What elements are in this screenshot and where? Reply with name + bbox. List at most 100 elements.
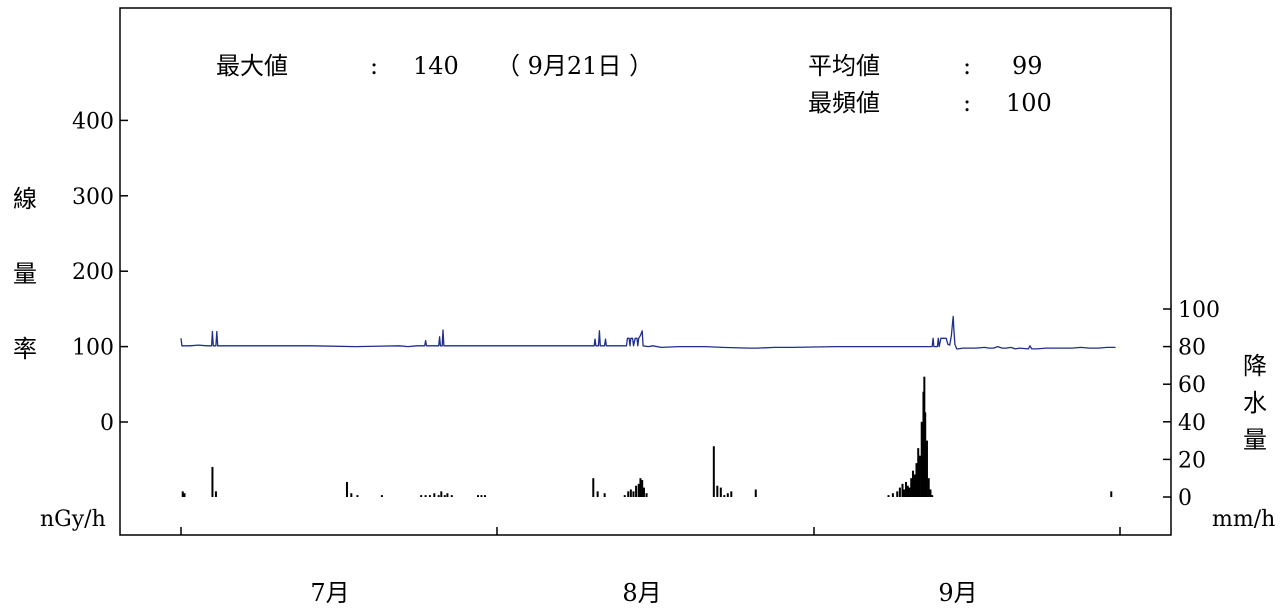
rainfall-bar [345,481,348,497]
right-tick-label: 60 [1178,373,1206,398]
rainfall-bar [920,421,923,497]
rainfall-bar [712,446,715,497]
rainfall-bar [917,448,920,497]
month-label: 7月 [310,579,349,607]
rainfall-bar [906,485,909,497]
rainfall-bar [723,495,726,497]
right-tick-label: 20 [1178,448,1206,473]
plot-frame [119,7,1172,536]
mode-colon: : [963,89,971,117]
right-axis-label-char: 水 [1243,389,1267,417]
rainfall-bar [476,495,479,497]
right-tick-label: 40 [1178,411,1206,436]
rainfall-bar [596,491,599,497]
right-tick-label: 0 [1178,486,1192,511]
rainfall-bar [420,495,423,497]
month-label: 8月 [622,579,661,607]
rainfall-bar [898,487,901,497]
left-tick-label: 0 [100,411,114,436]
max-date: （ 9月21日 ） [496,52,653,80]
rainfall-bar [716,485,719,497]
rainfall-bar [719,487,722,497]
rainfall-bar [450,495,453,497]
left-axis: 400 300 200 100 0 線量率 [13,109,128,436]
rainfall-bar [443,495,446,497]
rainfall-bar [911,470,914,497]
rainfall-bar [380,495,383,497]
rainfall-bar [904,481,907,497]
max-colon: : [370,52,378,80]
rainfall-bar [927,478,930,497]
rainfall-bars [181,376,1113,497]
right-tick-label: 100 [1178,298,1220,323]
mean-label: 平均値 [808,52,880,80]
rainfall-bar [931,495,934,497]
rainfall-bar [603,493,606,497]
right-unit-label: mm/h [1212,507,1275,532]
rainfall-bar [350,493,353,497]
rainfall-bar [428,495,431,497]
rainfall-bar [645,493,648,497]
right-axis: 100 80 60 40 20 0 降水量 [1163,298,1267,511]
rainfall-bar [918,455,921,497]
rainfall-bar [730,491,733,497]
rainfall-bar [915,463,918,497]
rainfall-bar [910,478,913,497]
dose-rate-line [180,315,1116,350]
mode-value: 100 [1006,89,1052,117]
rainfall-bar [356,495,359,497]
left-axis-label-char: 率 [13,335,37,363]
dose-rate-polyline [180,315,1116,350]
rainfall-bar [896,491,899,497]
month-label: 9月 [938,579,977,607]
rainfall-bar [641,480,644,497]
left-axis-label-char: 線 [13,185,37,213]
rainfall-bar [437,495,440,497]
rainfall-bar [637,483,640,497]
rainfall-bar [627,491,630,497]
rainfall-bar [635,485,638,497]
rainfall-bar [901,483,904,497]
rainfall-bar [629,489,632,497]
rainfall-bar [913,474,916,497]
rainfall-bar [446,493,449,497]
rainfall-bar [639,478,642,497]
rainfall-bar [440,491,443,497]
rainfall-bar [642,487,645,497]
rainfall-bar [726,493,729,497]
rainfall-bar [1110,491,1113,497]
mode-label: 最頻値 [808,89,880,117]
rainfall-bar [592,478,595,497]
left-axis-label-char: 量 [13,260,37,288]
rainfall-bar [623,495,626,497]
rainfall-bar [483,495,486,497]
mean-value: 99 [1012,52,1043,80]
rainfall-bar [211,466,214,497]
right-axis-label-char: 降 [1243,352,1267,380]
max-value: 140 [413,52,459,80]
rainfall-bar [891,493,894,497]
mean-colon: : [963,52,971,80]
left-tick-label: 100 [72,336,114,361]
max-label: 最大値 [216,52,288,80]
rainfall-bar [924,412,927,497]
rainfall-bar [480,495,483,497]
rainfall-bar [181,491,184,497]
left-tick-label: 300 [72,185,114,210]
rainfall-bar [433,493,436,497]
rainfall-bar [424,495,427,497]
x-axis: 7月 8月 9月 [180,527,1121,607]
rainfall-bar [929,489,932,497]
right-tick-label: 80 [1178,336,1206,361]
rainfall-bar [632,491,635,497]
rainfall-bar [925,440,928,497]
rainfall-bar [754,489,757,497]
rainfall-bar [903,489,906,497]
left-tick-label: 200 [72,260,114,285]
rainfall-bar [214,491,217,497]
right-axis-label-char: 量 [1243,426,1267,454]
rainfall-bar [183,493,186,497]
left-unit-label: nGy/h [40,507,106,532]
rainfall-bar [887,495,890,497]
